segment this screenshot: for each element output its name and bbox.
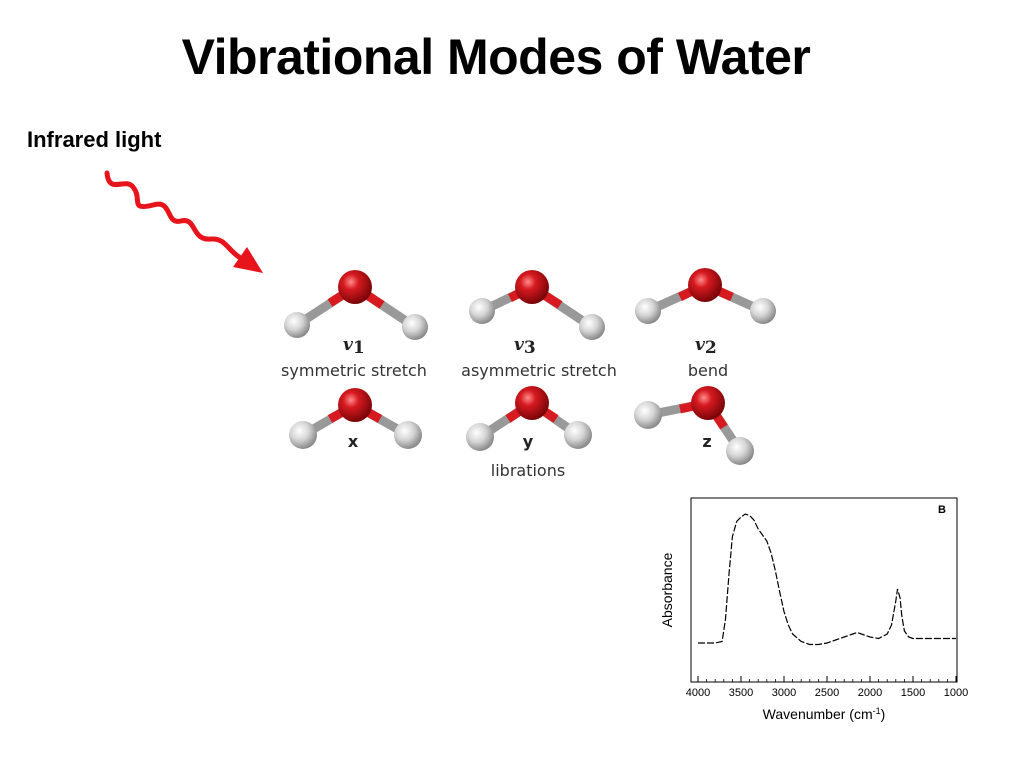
x-tick-label: 3500 [729,687,753,699]
x-ticks: 4000 3500 3000 2500 2000 1500 1000 [686,676,968,699]
molecule-v3 [469,270,605,340]
z-label: z [702,432,711,451]
x-tick-label: 3000 [772,687,796,699]
v3-name: asymmetric stretch [461,361,617,380]
librations-label: librations [491,461,565,480]
oxygen-atom [338,388,372,422]
hydrogen-atom [284,312,310,338]
v1-symbol: v1 [343,335,365,358]
hydrogen-atom [469,298,495,324]
x-tick-label: 4000 [686,687,710,699]
hydrogen-atom [635,298,661,324]
x-tick-label: 1000 [944,687,968,699]
hydrogen-atom [289,421,317,449]
y-label: y [523,432,534,451]
infrared-light-label: Infrared light [27,127,162,152]
molecule-v1 [284,270,428,340]
oxygen-atom [515,386,549,420]
absorbance-curve [698,513,956,646]
hydrogen-atom [402,314,428,340]
hydrogen-atom [579,314,605,340]
molecule-x [289,388,422,449]
hydrogen-atom [726,437,754,465]
oxygen-atom [338,270,372,304]
hydrogen-atom [564,421,592,449]
x-axis-label: Wavenumber (cm-1) [763,706,886,722]
oxygen-atom [515,270,549,304]
hydrogen-atom [466,423,494,451]
slide-title: Vibrational Modes of Water [181,29,811,85]
panel-label: B [938,504,946,516]
molecule-y [466,386,592,451]
infrared-wave-arrow [104,170,263,273]
molecule-z [634,386,754,465]
hydrogen-atom [394,421,422,449]
hydrogen-atom [750,298,776,324]
oxygen-atom [688,268,722,302]
y-axis-label: Absorbance [659,552,675,627]
x-tick-label: 2000 [858,687,882,699]
ir-spectrum-chart: B 4000 3500 3000 2500 2000 1500 1000 Wavenumbe… [659,497,968,722]
x-tick-label: 2500 [815,687,839,699]
arrowhead-icon [233,247,263,273]
hydrogen-atom [634,401,662,429]
v2-symbol: v2 [695,335,717,358]
v3-symbol: v3 [514,335,536,358]
oxygen-atom [691,386,725,420]
x-label: x [348,432,359,451]
vibrational-modes-diagram: v1 symmetric stretch v3 asymmetric stret… [281,268,776,480]
v2-name: bend [688,361,728,380]
plot-frame [690,497,958,683]
v1-name: symmetric stretch [281,361,427,380]
molecule-v2 [635,268,776,324]
x-tick-label: 1500 [901,687,925,699]
wave-line [104,170,242,260]
